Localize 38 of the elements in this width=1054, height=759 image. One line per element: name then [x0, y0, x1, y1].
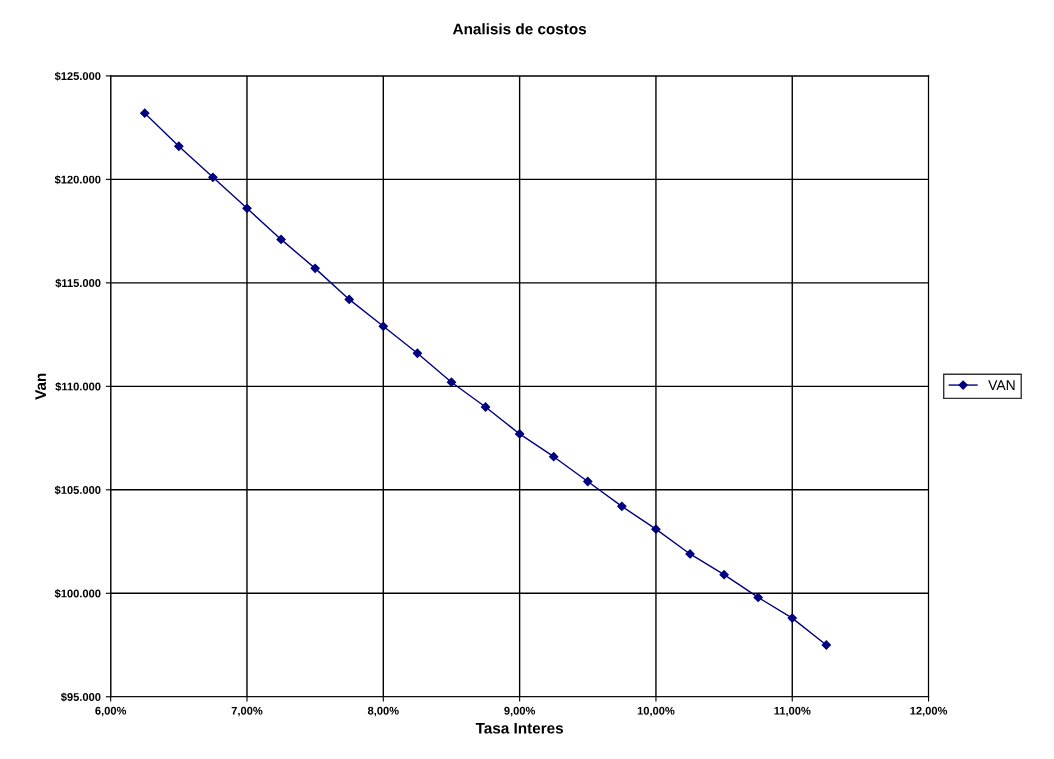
point — [208, 172, 218, 182]
point — [344, 294, 354, 305]
point — [310, 263, 320, 273]
x-tick-label: 7,00% — [231, 706, 263, 717]
point — [412, 348, 423, 358]
point — [583, 476, 593, 487]
x-tick-label: 6,00% — [95, 706, 127, 717]
point — [140, 108, 150, 118]
point — [514, 429, 525, 439]
y-tick-label: $110.000 — [55, 382, 101, 392]
y-tick-label: $100.000 — [54, 589, 101, 599]
point — [651, 524, 661, 534]
point — [719, 570, 729, 580]
legend-label: VAN — [988, 380, 1015, 390]
point — [617, 501, 627, 511]
x-tick-label: 8,00% — [367, 706, 399, 717]
point — [787, 613, 797, 623]
x-tick-label: 10,00% — [637, 706, 675, 717]
y-tick-label: $120.000 — [54, 175, 101, 185]
x-tick-label: 12,00% — [910, 706, 948, 717]
point — [378, 321, 388, 331]
point — [480, 402, 491, 412]
y-tick-label: $125.000 — [54, 71, 101, 81]
x-axis-title: Tasa Interes — [475, 722, 564, 734]
chart-title: Analisis de costos — [452, 23, 587, 35]
point — [242, 203, 252, 213]
point — [174, 141, 184, 151]
point — [549, 452, 559, 462]
x-tick-label: 11,00% — [774, 706, 811, 717]
y-tick-label: $95.000 — [60, 692, 101, 702]
y-tick-label: $115.000 — [55, 278, 101, 288]
point — [821, 640, 831, 650]
y-axis-title: Van — [35, 373, 47, 400]
point — [446, 377, 457, 387]
y-tick-label: $105.000 — [54, 485, 101, 495]
x-tick-label: 9,00% — [504, 706, 536, 717]
point — [753, 592, 763, 603]
point — [276, 234, 286, 245]
